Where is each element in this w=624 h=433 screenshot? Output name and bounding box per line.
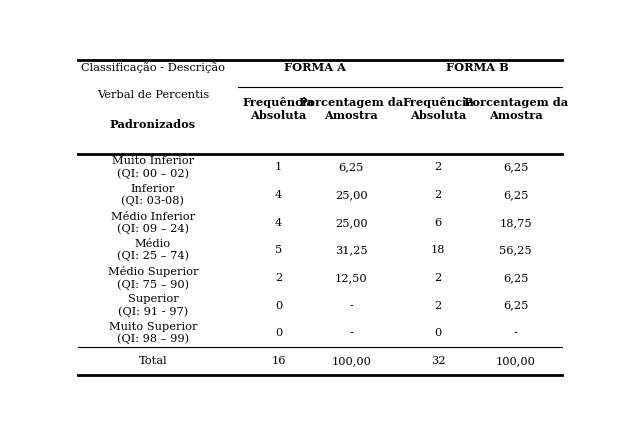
Text: 6,25: 6,25 — [503, 273, 529, 283]
Text: 12,50: 12,50 — [335, 273, 368, 283]
Text: Médio Inferior
(QI: 09 – 24): Médio Inferior (QI: 09 – 24) — [111, 212, 195, 234]
Text: 1: 1 — [275, 162, 282, 172]
Text: 100,00: 100,00 — [331, 356, 371, 366]
Text: 56,25: 56,25 — [499, 246, 532, 255]
Text: Frequência
Absoluta: Frequência Absoluta — [243, 97, 314, 121]
Text: 2: 2 — [435, 162, 442, 172]
Text: 6,25: 6,25 — [503, 190, 529, 200]
Text: Total: Total — [139, 356, 167, 366]
Text: 31,25: 31,25 — [335, 246, 368, 255]
Text: 0: 0 — [275, 328, 282, 338]
Text: Médio Superior
(QI: 75 – 90): Médio Superior (QI: 75 – 90) — [108, 266, 198, 290]
Text: 6,25: 6,25 — [503, 162, 529, 172]
Text: Padronizados: Padronizados — [110, 119, 196, 129]
Text: 25,00: 25,00 — [335, 218, 368, 228]
Text: -: - — [349, 328, 353, 338]
Text: Porcentagem da
Amostra: Porcentagem da Amostra — [299, 97, 403, 121]
Text: 32: 32 — [431, 356, 446, 366]
Text: Verbal de Percentis: Verbal de Percentis — [97, 90, 209, 100]
Text: Médio
(QI: 25 – 74): Médio (QI: 25 – 74) — [117, 239, 189, 262]
Text: 2: 2 — [435, 190, 442, 200]
Text: 18,75: 18,75 — [499, 218, 532, 228]
Text: -: - — [349, 301, 353, 310]
Text: 5: 5 — [275, 246, 282, 255]
Text: Classificação - Descrição: Classificação - Descrição — [81, 62, 225, 73]
Text: 100,00: 100,00 — [495, 356, 535, 366]
Text: FORMA B: FORMA B — [446, 62, 509, 73]
Text: 2: 2 — [435, 301, 442, 310]
Text: Frequência
Absoluta: Frequência Absoluta — [402, 97, 474, 121]
Text: 25,00: 25,00 — [335, 190, 368, 200]
Text: Muito Superior
(QI: 98 – 99): Muito Superior (QI: 98 – 99) — [109, 322, 197, 344]
Text: 4: 4 — [275, 190, 282, 200]
Text: 16: 16 — [271, 356, 286, 366]
Text: Porcentagem da
Amostra: Porcentagem da Amostra — [464, 97, 568, 121]
Text: 2: 2 — [435, 273, 442, 283]
Text: 6,25: 6,25 — [339, 162, 364, 172]
Text: Superior
(QI: 91 - 97): Superior (QI: 91 - 97) — [118, 294, 188, 317]
Text: Inferior
(QI: 03-08): Inferior (QI: 03-08) — [122, 184, 185, 206]
Text: 6,25: 6,25 — [503, 301, 529, 310]
Text: 0: 0 — [275, 301, 282, 310]
Text: FORMA A: FORMA A — [284, 62, 346, 73]
Text: 18: 18 — [431, 246, 446, 255]
Text: -: - — [514, 328, 517, 338]
Text: 4: 4 — [275, 218, 282, 228]
Text: 0: 0 — [435, 328, 442, 338]
Text: 6: 6 — [435, 218, 442, 228]
Text: Muito Inferior
(QI: 00 – 02): Muito Inferior (QI: 00 – 02) — [112, 156, 194, 178]
Text: 2: 2 — [275, 273, 282, 283]
